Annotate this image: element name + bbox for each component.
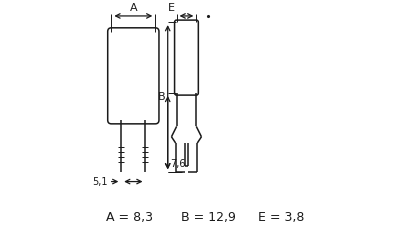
FancyBboxPatch shape — [108, 28, 159, 124]
Text: B: B — [158, 92, 166, 102]
Text: A = 8,3: A = 8,3 — [106, 211, 153, 224]
Text: E = 3,8: E = 3,8 — [258, 211, 305, 224]
Text: A: A — [130, 3, 137, 13]
Text: 5,1: 5,1 — [92, 177, 108, 187]
Text: E: E — [168, 3, 175, 13]
Text: 7,6: 7,6 — [170, 159, 186, 169]
Text: B = 12,9: B = 12,9 — [181, 211, 236, 224]
FancyBboxPatch shape — [174, 20, 198, 95]
